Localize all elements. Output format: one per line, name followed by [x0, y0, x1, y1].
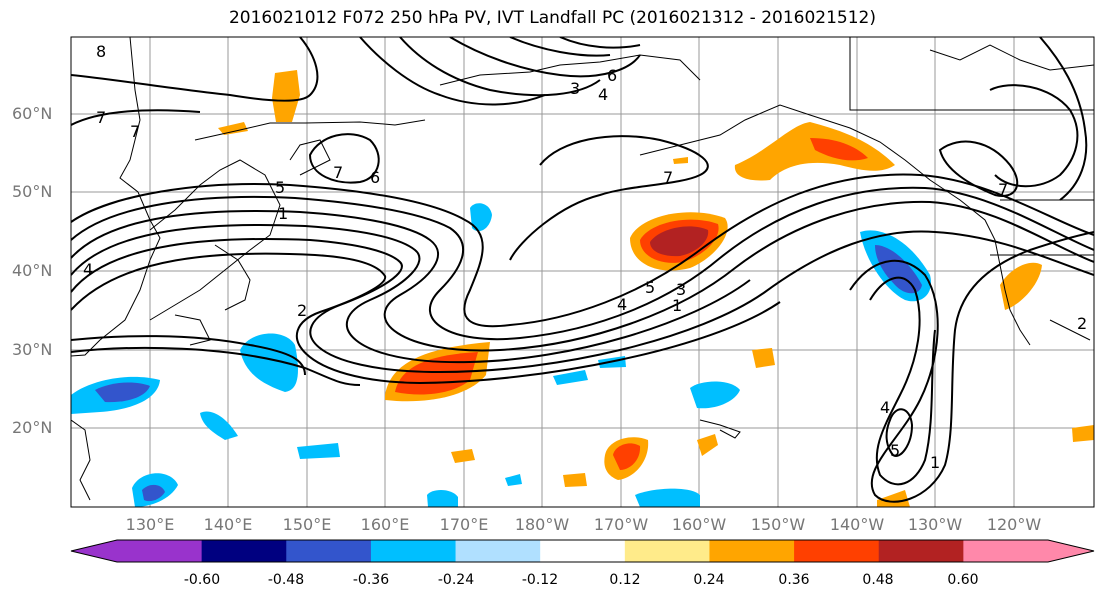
- contour-label: 6: [607, 66, 618, 85]
- contour-label: 7: [96, 108, 107, 127]
- lon-label-130w: 130°W: [907, 515, 963, 534]
- colorbar-label: -0.60: [183, 572, 221, 588]
- colorbar-label: -0.36: [352, 572, 390, 588]
- colorbar-segment: [624, 540, 710, 562]
- contour-label: 4: [880, 398, 891, 417]
- colorbar-segment: [794, 540, 880, 562]
- colorbar-label: 0.12: [609, 572, 641, 588]
- colorbar-segment: [540, 540, 626, 562]
- colorbar-label: -0.48: [267, 572, 305, 588]
- contour-label: 7: [130, 122, 141, 141]
- map-title: 2016021012 F072 250 hPa PV, IVT Landfall…: [228, 8, 876, 28]
- lon-label-160w: 160°W: [671, 515, 727, 534]
- gridlines: [71, 37, 1094, 507]
- negative-anomaly-shading: [71, 203, 931, 507]
- colorbar-label: -0.12: [521, 572, 559, 588]
- lat-label-30n: 30°N: [12, 340, 53, 359]
- lon-label-130e: 130°E: [125, 515, 175, 534]
- colorbar-segment: [201, 540, 287, 562]
- contour-label: 1: [930, 453, 941, 472]
- lon-label-160e: 160°E: [360, 515, 410, 534]
- lon-label-120w: 120°W: [986, 515, 1042, 534]
- lon-label-140e: 140°E: [203, 515, 253, 534]
- colorbar-label: -0.24: [437, 572, 475, 588]
- colorbar-segment: [963, 540, 1049, 562]
- contour-label: 6: [370, 168, 381, 187]
- contour-label: 7: [663, 168, 674, 187]
- positive-anomaly-shading: [218, 70, 1094, 507]
- colorbar-outline: [70, 539, 1095, 563]
- lat-label-60n: 60°N: [12, 104, 53, 123]
- contour-label: 1: [672, 296, 683, 315]
- contour-label: 5: [275, 178, 286, 197]
- colorbar-segment: [709, 540, 795, 562]
- lat-label-40n: 40°N: [12, 261, 53, 280]
- contour-label: 2: [297, 301, 308, 320]
- contour-label: 2: [1077, 314, 1088, 333]
- lon-label-180w: 180°W: [514, 515, 570, 534]
- colorbar-label: 0.24: [693, 572, 725, 588]
- colorbar-segment: [286, 540, 372, 562]
- colorbar-extend-min: [71, 540, 117, 562]
- lon-label-150w: 150°W: [750, 515, 806, 534]
- colorbar-segment: [878, 540, 964, 562]
- contour-label: 4: [598, 85, 609, 104]
- contour-label: 5: [890, 441, 901, 460]
- contour-label: 8: [96, 42, 107, 61]
- lon-label-150e: 150°E: [282, 515, 332, 534]
- lat-label-20n: 20°N: [12, 418, 53, 437]
- colorbar-extend-max: [1048, 540, 1094, 562]
- map-frame-border: [70, 36, 1095, 508]
- colorbar: [70, 539, 1095, 563]
- colorbar-label: 0.48: [862, 572, 894, 588]
- contour-label: 7: [998, 180, 1009, 199]
- colorbar-segment: [117, 540, 203, 562]
- contour-label: 3: [570, 79, 581, 98]
- colorbar-segment: [370, 540, 457, 562]
- lon-label-140w: 140°W: [829, 515, 885, 534]
- colorbar-label: 0.60: [947, 572, 979, 588]
- lon-label-170e: 170°E: [439, 515, 489, 534]
- pv-contours: [71, 37, 1094, 503]
- contour-label: 4: [617, 295, 628, 314]
- contour-label: 5: [645, 278, 656, 297]
- colorbar-segment: [455, 540, 541, 562]
- colorbar-label: 0.36: [778, 572, 810, 588]
- lon-label-170w: 170°W: [593, 515, 649, 534]
- contour-label: 4: [83, 260, 94, 279]
- contour-label: 3: [676, 280, 687, 299]
- contour-label: 7: [333, 163, 344, 182]
- contour-label: 1: [278, 204, 289, 223]
- lat-label-50n: 50°N: [12, 182, 53, 201]
